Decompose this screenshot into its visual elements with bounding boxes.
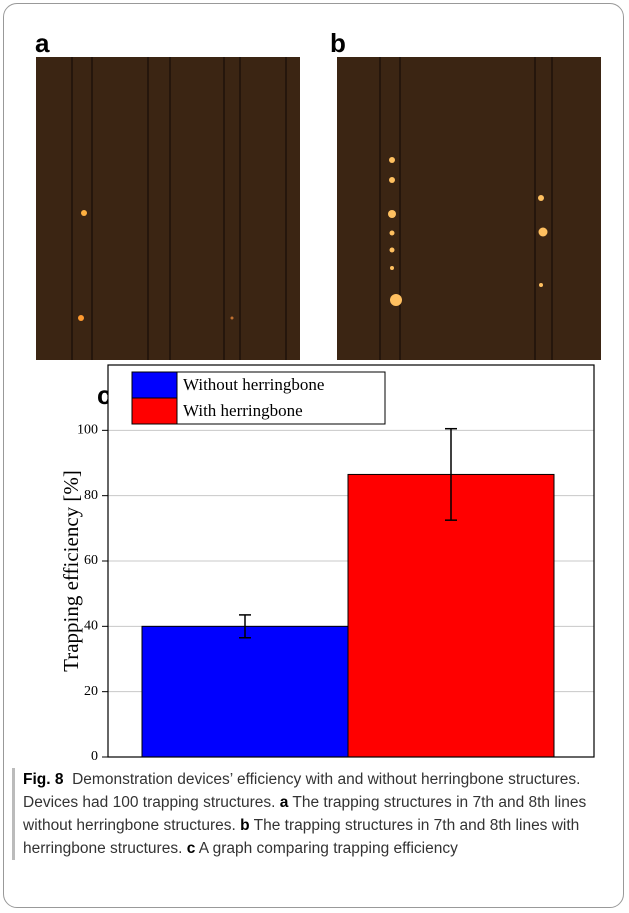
legend-label: Without herringbone [183,375,324,394]
axes-frame [107,364,595,758]
caption-label: Fig. 8 [23,771,64,788]
caption-item-text: A graph comparing trapping efficiency [198,840,458,857]
legend-label: With herringbone [183,401,303,420]
frame [3,3,624,908]
y-tick-label: 100 [77,423,98,438]
error-bar [445,427,457,521]
y-tick-label: 60 [84,553,98,568]
y-tick-label: 80 [84,488,98,503]
caption-item-label: a [279,794,289,811]
caption-item-text: The trapping structures in 7th and 8th l… [23,794,587,834]
y-tick-label: 0 [91,749,98,764]
panel-label: a [35,28,50,58]
caption-item-label: b [240,817,250,834]
y-tick-label: 20 [84,684,98,699]
bar [347,473,555,758]
micrograph-b [337,57,601,360]
panel-label: b [330,28,346,58]
bar [141,625,349,758]
caption-item-label: c [186,840,196,857]
micrograph-a [36,57,300,360]
legend-swatch [131,397,178,425]
error-bar [239,614,251,639]
caption: Fig. 8 Demonstration devices’ efficiency… [12,768,623,860]
caption-text: Demonstration devices’ efficiency with a… [23,771,581,811]
caption-item-text: The trapping structures in 7th and 8th l… [23,817,580,857]
legend-swatch [131,371,178,399]
y-axis-label: Trapping efficiency [%] [59,470,83,672]
y-tick-label: 40 [84,619,98,634]
